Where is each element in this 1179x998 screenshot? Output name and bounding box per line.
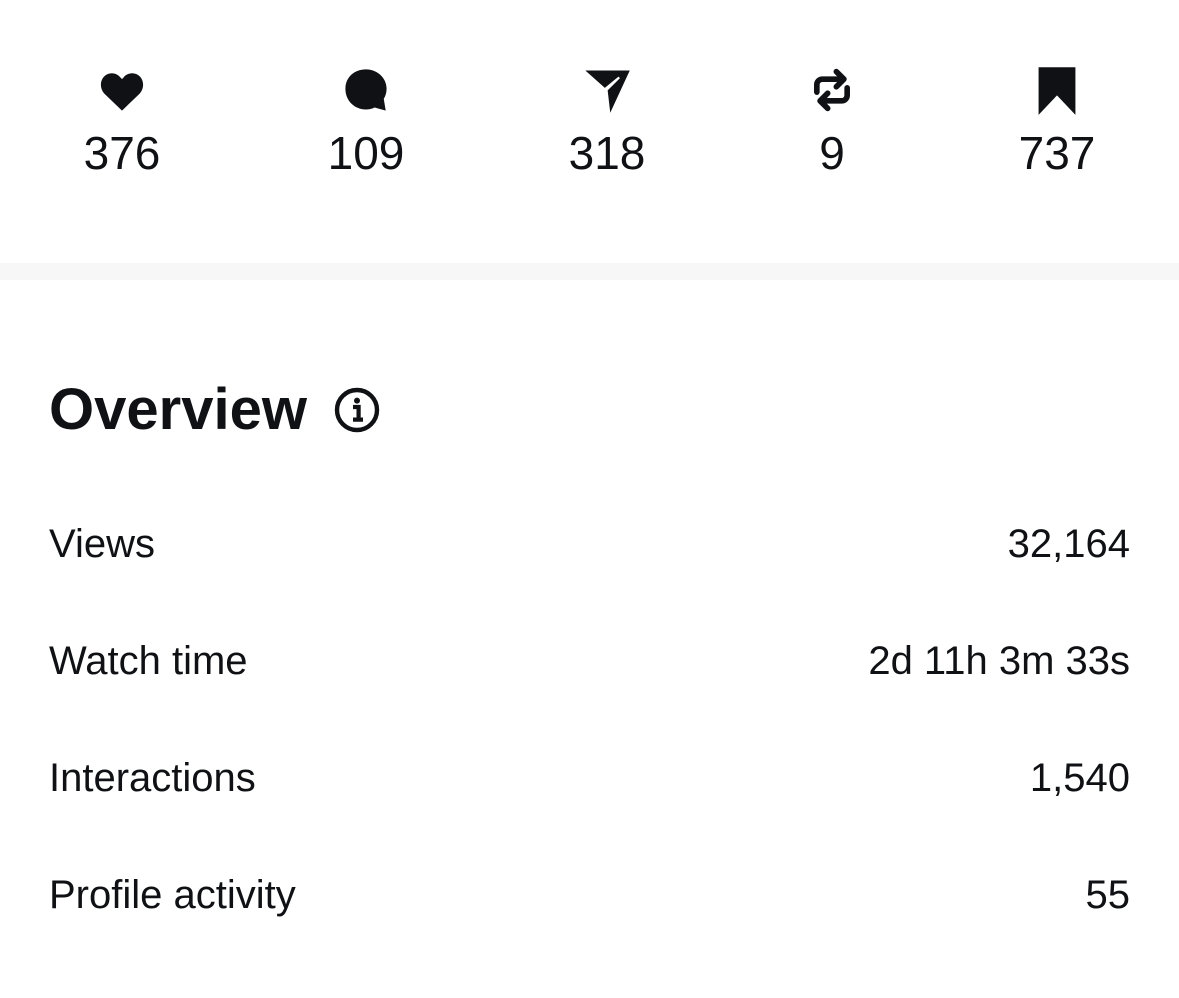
saves-count: 737	[1018, 127, 1096, 179]
overview-header: Overview	[49, 376, 381, 443]
comment-icon	[345, 69, 387, 111]
info-icon[interactable]	[333, 386, 381, 434]
stat-comments[interactable]: 109	[286, 64, 446, 176]
row-label: Profile activity	[49, 873, 296, 917]
overview-title: Overview	[49, 377, 307, 442]
row-value: 1,540	[1029, 756, 1130, 800]
row-value: 32,164	[1007, 522, 1130, 566]
overview-row-profile-activity[interactable]: Profile activity 55	[49, 875, 1130, 915]
stat-likes[interactable]: 376	[42, 64, 202, 176]
reposts-count: 9	[819, 127, 845, 179]
row-label: Watch time	[49, 639, 248, 683]
likes-count: 376	[83, 127, 161, 179]
heart-icon	[100, 73, 144, 111]
row-value: 55	[1085, 873, 1131, 917]
row-label: Interactions	[49, 756, 256, 800]
overview-row-interactions[interactable]: Interactions 1,540	[49, 758, 1130, 798]
row-value: 2d 11h 3m 33s	[868, 639, 1130, 683]
bookmark-icon	[1038, 67, 1076, 115]
row-label: Views	[49, 522, 155, 566]
stat-reposts[interactable]: 9	[752, 64, 912, 176]
stat-saves[interactable]: 737	[977, 64, 1137, 176]
overview-row-watch-time: Watch time 2d 11h 3m 33s	[49, 641, 1130, 681]
comments-count: 109	[327, 127, 405, 179]
overview-row-views: Views 32,164	[49, 524, 1130, 564]
stat-shares[interactable]: 318	[527, 64, 687, 176]
send-icon	[585, 70, 630, 113]
repost-icon	[814, 68, 850, 112]
shares-count: 318	[568, 127, 646, 179]
section-divider	[0, 263, 1179, 280]
engagement-stats: 376 109 318 9 737	[0, 0, 1179, 263]
